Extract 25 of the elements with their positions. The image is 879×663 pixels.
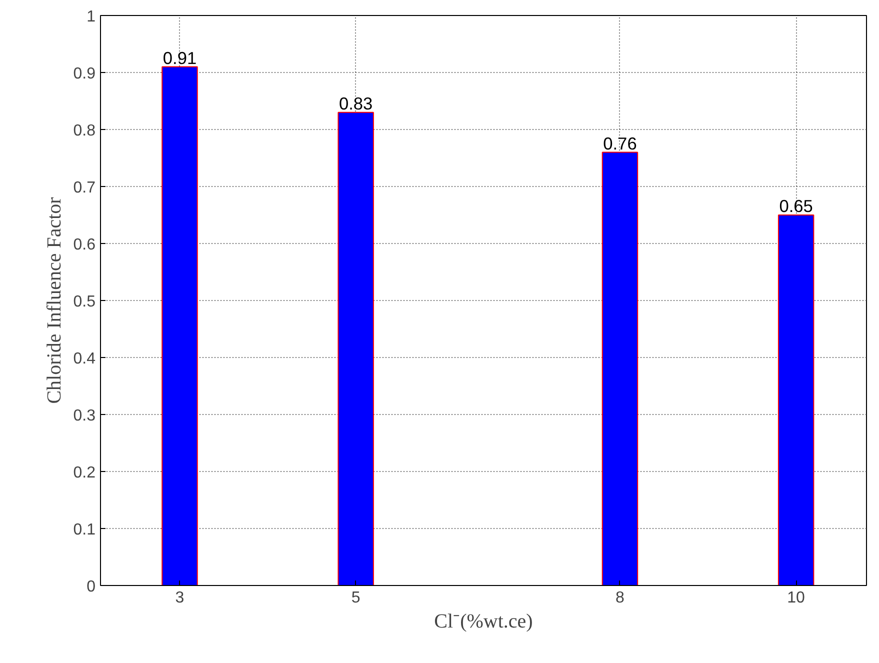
bar — [338, 112, 374, 586]
x-tick-label: 10 — [787, 590, 806, 606]
bar — [602, 152, 638, 586]
data-label: 0.65 — [779, 196, 813, 216]
x-tick-label: 3 — [175, 590, 184, 606]
y-tick-label: 1 — [86, 8, 96, 26]
y-tick-label: 0.7 — [73, 180, 96, 196]
bar — [778, 214, 814, 586]
y-axis-title: Chloride Influence Factor — [43, 196, 66, 404]
y-tick-label: 0.5 — [73, 294, 96, 310]
y-tick-label: 0.9 — [73, 66, 96, 82]
y-tick-label: 0 — [86, 578, 96, 596]
y-tick-label: 0.8 — [73, 122, 96, 140]
data-label: 0.76 — [603, 133, 637, 154]
y-tick-label: 0.3 — [73, 408, 96, 424]
y-tick-label: 0.4 — [73, 350, 96, 368]
y-tick-label: 0.6 — [73, 236, 96, 254]
x-tick-label: 8 — [616, 590, 625, 606]
data-label: 0.83 — [338, 93, 373, 114]
data-label: 0.91 — [162, 48, 197, 68]
x-axis-title: Cl⁻(%wt.ce) — [434, 610, 533, 632]
y-tick-label: 0.2 — [73, 464, 96, 482]
x-tick-label: 5 — [351, 590, 360, 606]
bar — [162, 66, 198, 586]
y-tick-label: 0.1 — [73, 522, 96, 538]
